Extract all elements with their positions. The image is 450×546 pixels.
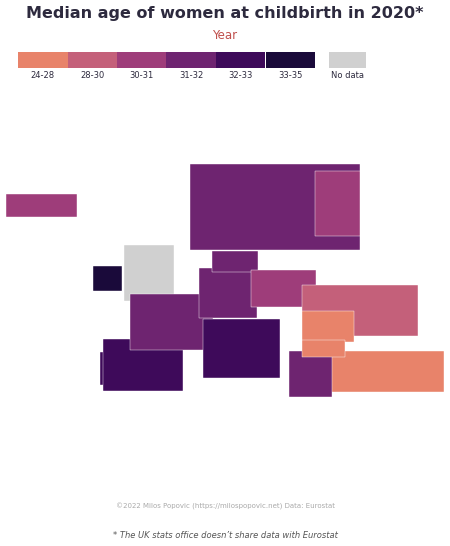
Polygon shape — [302, 340, 345, 357]
Text: 31-32: 31-32 — [179, 71, 203, 80]
Polygon shape — [103, 339, 183, 391]
Text: 28-30: 28-30 — [80, 71, 104, 80]
Text: Median age of women at childbirth in 2020*: Median age of women at childbirth in 202… — [26, 6, 424, 21]
Polygon shape — [93, 266, 122, 291]
Polygon shape — [99, 352, 121, 385]
Polygon shape — [328, 351, 444, 392]
Text: Year: Year — [212, 29, 238, 42]
Polygon shape — [199, 268, 257, 318]
Polygon shape — [212, 251, 258, 271]
Bar — [68, 51, 117, 68]
Text: 33-35: 33-35 — [278, 71, 302, 80]
Polygon shape — [302, 311, 354, 342]
Polygon shape — [124, 245, 174, 301]
Bar — [216, 51, 266, 68]
Text: No data: No data — [331, 71, 364, 80]
Bar — [166, 51, 216, 68]
Polygon shape — [203, 319, 279, 378]
Polygon shape — [251, 270, 316, 307]
Polygon shape — [189, 164, 360, 250]
Polygon shape — [315, 171, 360, 236]
Bar — [18, 51, 68, 68]
Polygon shape — [130, 294, 213, 350]
Polygon shape — [302, 285, 418, 336]
Text: 24-28: 24-28 — [31, 71, 55, 80]
Polygon shape — [6, 194, 77, 217]
Text: ©2022 Milos Popovic (https://milospopovic.net) Data: Eurostat: ©2022 Milos Popovic (https://milospopovi… — [116, 503, 334, 511]
Text: 32-33: 32-33 — [229, 71, 253, 80]
Bar — [328, 51, 365, 68]
Bar — [117, 51, 166, 68]
Text: 30-31: 30-31 — [130, 71, 154, 80]
Text: * The UK stats office doesn’t share data with Eurostat: * The UK stats office doesn’t share data… — [112, 531, 338, 539]
Polygon shape — [289, 351, 332, 397]
Bar — [266, 51, 315, 68]
